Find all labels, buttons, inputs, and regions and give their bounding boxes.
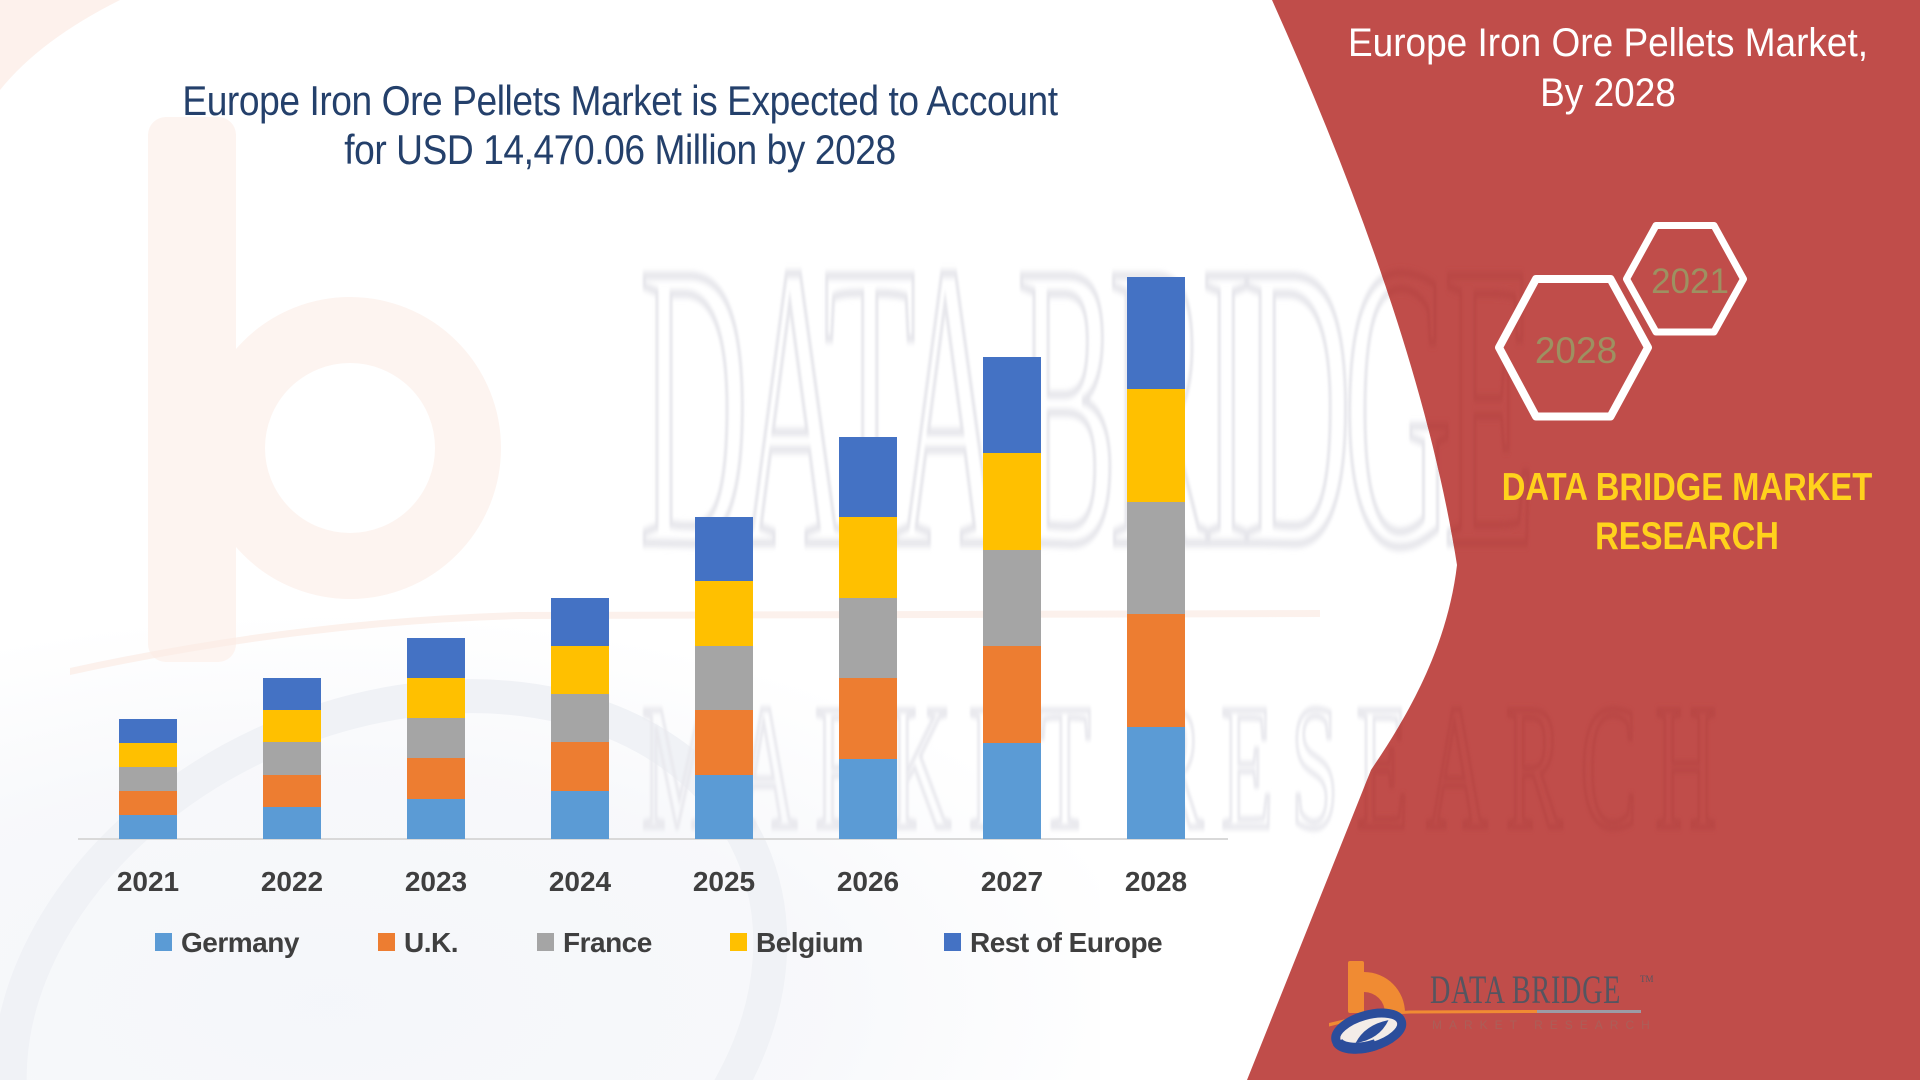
svg-text:MARKET RESEARCH: MARKET RESEARCH	[642, 669, 1734, 867]
svg-text:DATA BRIDGE: DATA BRIDGE	[640, 181, 1528, 632]
svg-text:By 2028: By 2028	[1540, 71, 1676, 116]
svg-text:RESEARCH: RESEARCH	[1595, 513, 1779, 557]
svg-text:DATA BRIDGE: DATA BRIDGE	[1430, 968, 1621, 1012]
svg-text:DATA BRIDGE MARKET: DATA BRIDGE MARKET	[1502, 464, 1872, 508]
svg-text:TM: TM	[1640, 974, 1654, 984]
svg-text:MARKET RESEARCH: MARKET RESEARCH	[1432, 1018, 1657, 1032]
svg-text:2028: 2028	[1535, 330, 1617, 371]
svg-text:2021: 2021	[1651, 262, 1729, 301]
svg-text:Europe Iron Ore Pellets Market: Europe Iron Ore Pellets Market,	[1348, 21, 1868, 66]
